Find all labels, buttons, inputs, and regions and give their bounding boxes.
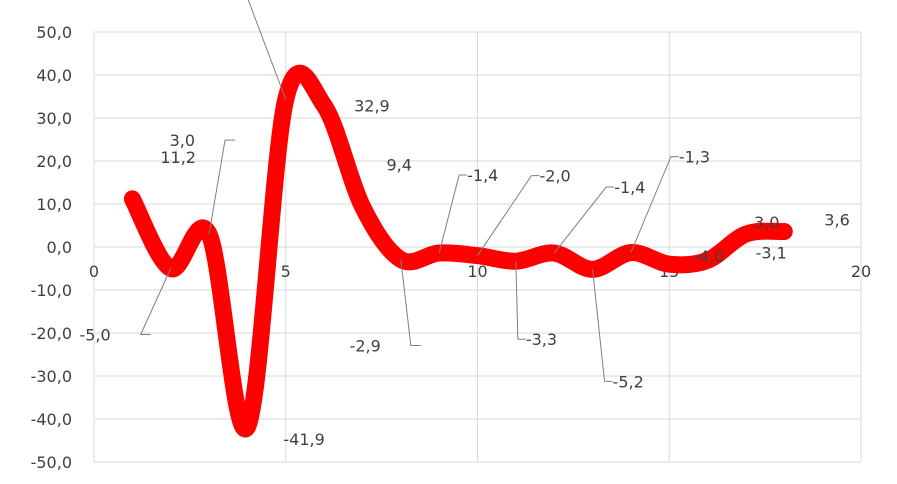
y-tick-label: 40,0 <box>36 66 72 85</box>
data-label: 9,4 <box>386 156 411 175</box>
leader-line <box>400 259 421 346</box>
data-label: -41,9 <box>283 430 324 449</box>
y-tick-label: 10,0 <box>36 195 72 214</box>
y-tick-label: -10,0 <box>31 281 72 300</box>
y-tick-label: 30,0 <box>36 109 72 128</box>
y-tick-label: -50,0 <box>31 453 72 472</box>
data-label: 3,0 <box>754 213 779 232</box>
y-tick-label: -40,0 <box>31 410 72 429</box>
leader-line <box>477 175 540 256</box>
data-label: -4,0 <box>693 247 724 266</box>
x-tick-label: 20 <box>851 262 871 281</box>
y-tick-label: 0,0 <box>47 238 72 257</box>
y-tick-label: -20,0 <box>31 324 72 343</box>
leader-line <box>438 174 468 254</box>
data-label: 3,6 <box>824 211 849 230</box>
leader-line <box>139 268 172 335</box>
y-axis-tick-labels: 50,0 40,0 30,0 20,0 10,0 0,0 -10,0 -20,0 -30,0 -4… <box>31 23 72 472</box>
data-labels: 11,2-5,03,0-41,934,332,99,4-2,9-1,4-2,0-… <box>79 97 849 450</box>
leader-line <box>630 156 679 253</box>
data-label: -2,9 <box>350 336 381 355</box>
data-label: -3,3 <box>526 330 557 349</box>
x-tick-label: 0 <box>89 262 99 281</box>
data-label: -2,0 <box>540 167 571 186</box>
gridlines <box>93 31 862 463</box>
leader-line <box>515 261 526 340</box>
data-label: 11,2 <box>160 148 196 167</box>
data-label: -1,4 <box>467 166 498 185</box>
leader-lines <box>139 0 679 382</box>
y-tick-label: 50,0 <box>36 23 72 42</box>
leader-line <box>553 186 615 254</box>
data-label: 32,9 <box>354 97 390 116</box>
data-label: -5,2 <box>613 372 644 391</box>
series-line <box>123 64 793 438</box>
data-label: -3,1 <box>756 243 787 262</box>
x-tick-label: 5 <box>281 262 291 281</box>
data-label: -1,3 <box>679 148 710 167</box>
data-label: -1,4 <box>614 178 645 197</box>
data-label: 3,0 <box>170 131 195 150</box>
x-tick-label: 10 <box>467 262 487 281</box>
y-tick-label: -30,0 <box>31 367 72 386</box>
leader-line <box>592 269 613 382</box>
y-tick-label: 20,0 <box>36 152 72 171</box>
x-axis-tick-labels: 0 5 10 15 20 <box>89 262 871 281</box>
leader-line <box>247 0 287 100</box>
data-label: -5,0 <box>79 326 110 345</box>
leader-line <box>208 139 236 235</box>
